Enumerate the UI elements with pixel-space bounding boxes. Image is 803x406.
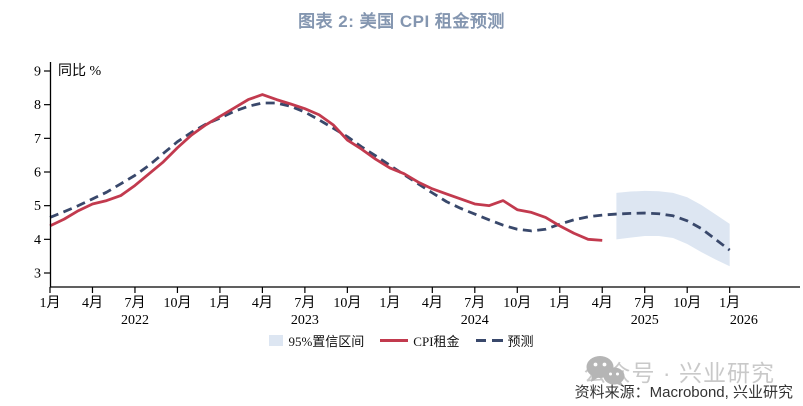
y-tick-label: 7 bbox=[34, 132, 41, 147]
year-label: 2022 bbox=[121, 313, 149, 328]
confidence-band-area bbox=[616, 190, 730, 267]
x-tick-label: 7月 bbox=[634, 295, 655, 311]
x-tick-label: 4月 bbox=[422, 295, 443, 311]
x-tick-label: 1月 bbox=[209, 295, 230, 311]
y-tick-label: 4 bbox=[34, 233, 41, 248]
x-tick-label: 1月 bbox=[719, 295, 740, 311]
x-tick-label: 7月 bbox=[464, 295, 485, 311]
x-tick-label: 1月 bbox=[40, 295, 61, 311]
year-label: 2025 bbox=[631, 313, 659, 328]
x-tick-label: 10月 bbox=[503, 295, 531, 311]
y-tick-label: 9 bbox=[34, 65, 41, 80]
chart-title: 图表 2: 美国 CPI 租金预测 bbox=[298, 12, 505, 31]
x-tick-label: 4月 bbox=[252, 295, 273, 311]
x-tick-label: 7月 bbox=[124, 295, 145, 311]
x-tick-label: 4月 bbox=[592, 295, 613, 311]
band-swatch-icon bbox=[269, 335, 284, 346]
year-label: 2024 bbox=[461, 313, 489, 328]
y-tick-label: 8 bbox=[34, 98, 41, 113]
watermark: 公众号 · 兴业研究 bbox=[584, 354, 775, 388]
x-tick-label: 1月 bbox=[549, 295, 570, 311]
forecast-line bbox=[49, 101, 731, 252]
rent-forecast-chart: 9 8 7 6 5 4 3 1月 4月 7月 10月 1月 4月 7月 10月 1月 4月 7月 10月 1月 4月 7月… bbox=[34, 62, 800, 328]
dashed-line-icon bbox=[475, 339, 503, 342]
x-tick-label: 4月 bbox=[82, 295, 103, 311]
x-tick-label: 10月 bbox=[163, 295, 191, 311]
legend-item-cpi-rent: CPI租金 bbox=[380, 331, 460, 350]
x-tick-label: 10月 bbox=[333, 295, 361, 311]
legend: 95%置信区间 CPI租金 预测 bbox=[0, 331, 803, 350]
legend-item-confidence-band: 95%置信区间 bbox=[269, 331, 364, 350]
y-tick-label: 3 bbox=[34, 267, 41, 282]
legend-label-confidence-band: 95%置信区间 bbox=[288, 334, 365, 349]
legend-item-forecast: 预测 bbox=[475, 331, 534, 350]
year-label: 2026 bbox=[730, 313, 758, 328]
cpi-rent-line bbox=[49, 93, 603, 242]
wechat-icon bbox=[586, 356, 625, 387]
x-tick-label: 7月 bbox=[294, 295, 315, 311]
year-label: 2023 bbox=[291, 313, 319, 328]
legend-label-forecast: 预测 bbox=[507, 334, 534, 349]
x-tick-label: 10月 bbox=[673, 295, 701, 311]
source-line: 资料来源：Macrobond, 兴业研究 bbox=[574, 384, 793, 401]
red-line-icon bbox=[380, 339, 409, 342]
y-axis-unit-label: 同比 % bbox=[58, 63, 101, 79]
y-tick-label: 6 bbox=[34, 166, 41, 181]
legend-label-cpi-rent: CPI租金 bbox=[413, 334, 460, 349]
x-tick-label: 1月 bbox=[379, 295, 400, 311]
y-tick-label: 5 bbox=[34, 199, 41, 214]
